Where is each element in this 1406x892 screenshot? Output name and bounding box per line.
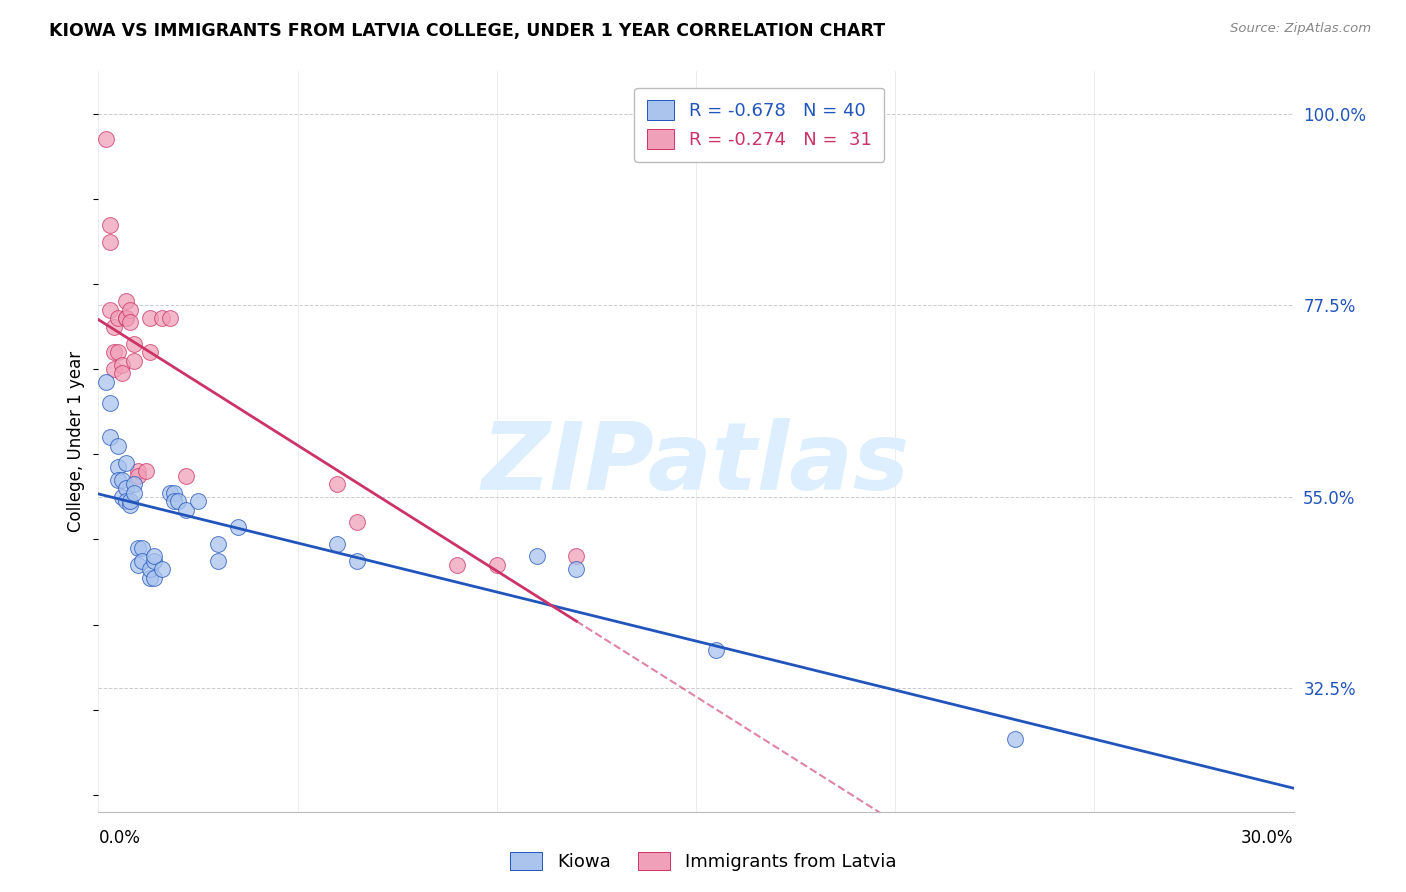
Point [120, 302, 142, 317]
Point [103, 319, 125, 334]
Point [207, 554, 229, 568]
Point [96, 375, 118, 389]
Point [111, 473, 134, 487]
Point [174, 468, 197, 483]
Point [124, 353, 146, 368]
Point [226, 519, 249, 533]
Point [124, 477, 146, 491]
Text: KIOWA VS IMMIGRANTS FROM LATVIA COLLEGE, UNDER 1 YEAR CORRELATION CHART: KIOWA VS IMMIGRANTS FROM LATVIA COLLEGE,… [49, 22, 886, 40]
Point [98, 235, 122, 249]
Point [120, 499, 142, 513]
Point [150, 311, 173, 326]
Point [139, 311, 162, 326]
Text: 30.0%: 30.0% [1241, 829, 1294, 847]
Point [446, 558, 468, 572]
Point [163, 485, 186, 500]
Point [167, 494, 190, 508]
Point [115, 494, 138, 508]
Point [111, 358, 134, 372]
Point [143, 554, 166, 568]
Point [115, 481, 138, 495]
Point [107, 460, 129, 475]
Point [485, 558, 508, 572]
Point [107, 473, 129, 487]
Point [127, 541, 149, 555]
Point [131, 554, 153, 568]
Point [565, 562, 588, 576]
Text: 0.0%: 0.0% [98, 829, 141, 847]
Point [115, 311, 138, 326]
Point [207, 536, 229, 550]
Legend: R = -0.678   N = 40, R = -0.274   N =  31: R = -0.678 N = 40, R = -0.274 N = 31 [634, 87, 884, 161]
Point [139, 562, 162, 576]
Point [111, 367, 134, 381]
Point [127, 558, 149, 572]
Point [96, 132, 118, 146]
Point [565, 549, 588, 564]
Point [526, 549, 548, 564]
Point [163, 494, 186, 508]
Point [1004, 732, 1026, 747]
Point [115, 294, 138, 309]
Point [159, 311, 181, 326]
Point [139, 345, 162, 359]
Text: ZIPatlas: ZIPatlas [482, 417, 910, 509]
Point [98, 302, 122, 317]
Point [107, 345, 129, 359]
Point [143, 571, 166, 585]
Point [346, 554, 368, 568]
Y-axis label: College, Under 1 year: College, Under 1 year [67, 351, 86, 533]
Text: Source: ZipAtlas.com: Source: ZipAtlas.com [1230, 22, 1371, 36]
Point [159, 485, 181, 500]
Point [326, 536, 349, 550]
Point [120, 315, 142, 329]
Point [107, 311, 129, 326]
Point [120, 494, 142, 508]
Point [98, 396, 122, 410]
Point [174, 502, 197, 516]
Point [135, 464, 157, 478]
Point [346, 516, 368, 530]
Point [124, 485, 146, 500]
Point [107, 439, 129, 453]
Point [98, 430, 122, 444]
Point [124, 336, 146, 351]
Point [143, 549, 166, 564]
Point [103, 345, 125, 359]
Point [704, 643, 727, 657]
Legend: Kiowa, Immigrants from Latvia: Kiowa, Immigrants from Latvia [503, 845, 903, 879]
Point [127, 464, 149, 478]
Point [115, 311, 138, 326]
Point [115, 456, 138, 470]
Point [187, 494, 209, 508]
Point [127, 468, 149, 483]
Point [98, 218, 122, 232]
Point [139, 571, 162, 585]
Point [111, 490, 134, 504]
Point [131, 541, 153, 555]
Point [326, 477, 349, 491]
Point [103, 362, 125, 376]
Point [150, 562, 173, 576]
